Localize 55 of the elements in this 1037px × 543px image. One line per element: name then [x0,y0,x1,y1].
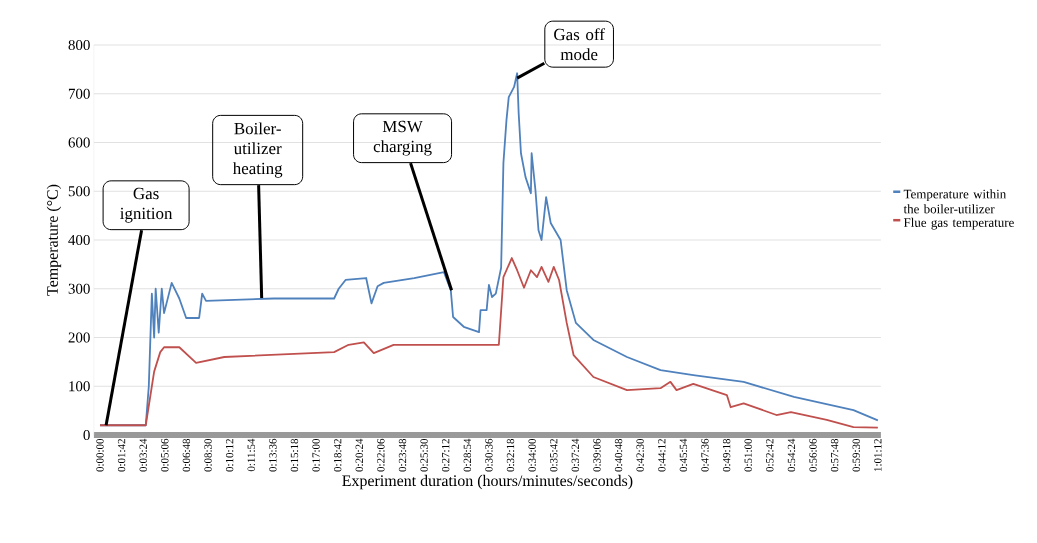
x-tick-label: 0:37:24 [571,438,580,472]
legend-label: Flue gas temperature [903,217,1014,230]
x-tick-label: 0:42:30 [636,438,644,472]
x-tick-label: 0:56:06 [809,438,817,472]
x-tick-label: 0:11:54 [247,438,255,472]
y-tick-label: 400 [68,234,90,246]
x-tick-label: 0:00:00 [96,438,104,472]
y-tick-label: 600 [68,137,90,148]
x-tick-label: 0:35:42 [550,439,558,472]
x-tick-label: 0:15:18 [290,438,299,472]
x-tick-label: 0:01:42 [117,439,126,472]
annotation: Gas ignition [120,187,173,223]
x-tick-label: 0:49:18 [722,438,731,472]
y-tick-label: 700 [68,88,90,99]
x-tick-label: 0:17:00 [312,438,320,472]
x-tick-label: 0:08:30 [204,438,212,472]
legend-label: Temperature within the boiler-utilizer [903,189,1007,214]
x-tick-label: 0:44:12 [658,439,666,472]
annotation: Gas off mode [554,28,605,61]
x-tick-label: 0:18:42 [333,439,342,472]
x-tick-label: 0:45:54 [679,438,688,472]
x-tick-label: 0:22:06 [377,438,385,472]
x-tick-label: 0:20:24 [355,438,364,472]
line-series [99,257,879,429]
x-tick-label: 0:52:42 [766,439,774,472]
y-tick-label: 0 [83,429,90,441]
x-tick-label: 0:32:18 [506,438,515,472]
x-tick-label: 0:25:30 [420,438,428,472]
x-tick-label: 0:13:36 [269,438,277,472]
x-tick-label: 0:51:00 [744,438,752,472]
x-tick-label: 0:34:00 [528,438,536,472]
x-tick-label: 0:59:30 [852,438,860,472]
x-tick-label: 1:01:12 [874,439,882,472]
x-tick-label: 0:57:48 [830,438,839,472]
x-tick-label: 0:05:06 [161,438,169,472]
x-tick-label: 0:23:48 [398,438,407,472]
x-tick-label: 0:39:06 [593,438,601,472]
y-tick-label: 100 [69,381,90,392]
x-tick-label: 0:03:24 [139,438,147,472]
x-tick-label: 0:40:48 [614,438,623,472]
x-tick-label: 0:27:12 [441,439,450,472]
x-tick-label: 0:47:36 [701,438,709,472]
x-axis-title: Experiment duration (hours/minutes/seconds) [342,474,633,490]
y-tick-label: 500 [68,186,90,197]
y-tick-label: 200 [68,332,90,343]
annotation: Boiler-utilizer heating [232,122,283,178]
x-tick-label: 0:10:12 [225,439,234,472]
x-tick-label: 0:06:48 [182,438,191,472]
y-axis-title: Temperature (°C) [46,184,62,296]
x-tick-label: 0:30:36 [485,438,493,472]
annotation: MSW charging [373,120,432,156]
y-tick-label: 300 [68,283,90,294]
x-tick-label: 0:28:54 [463,438,472,472]
y-tick-label: 800 [68,39,90,51]
x-tick-label: 0:54:24 [787,438,796,472]
